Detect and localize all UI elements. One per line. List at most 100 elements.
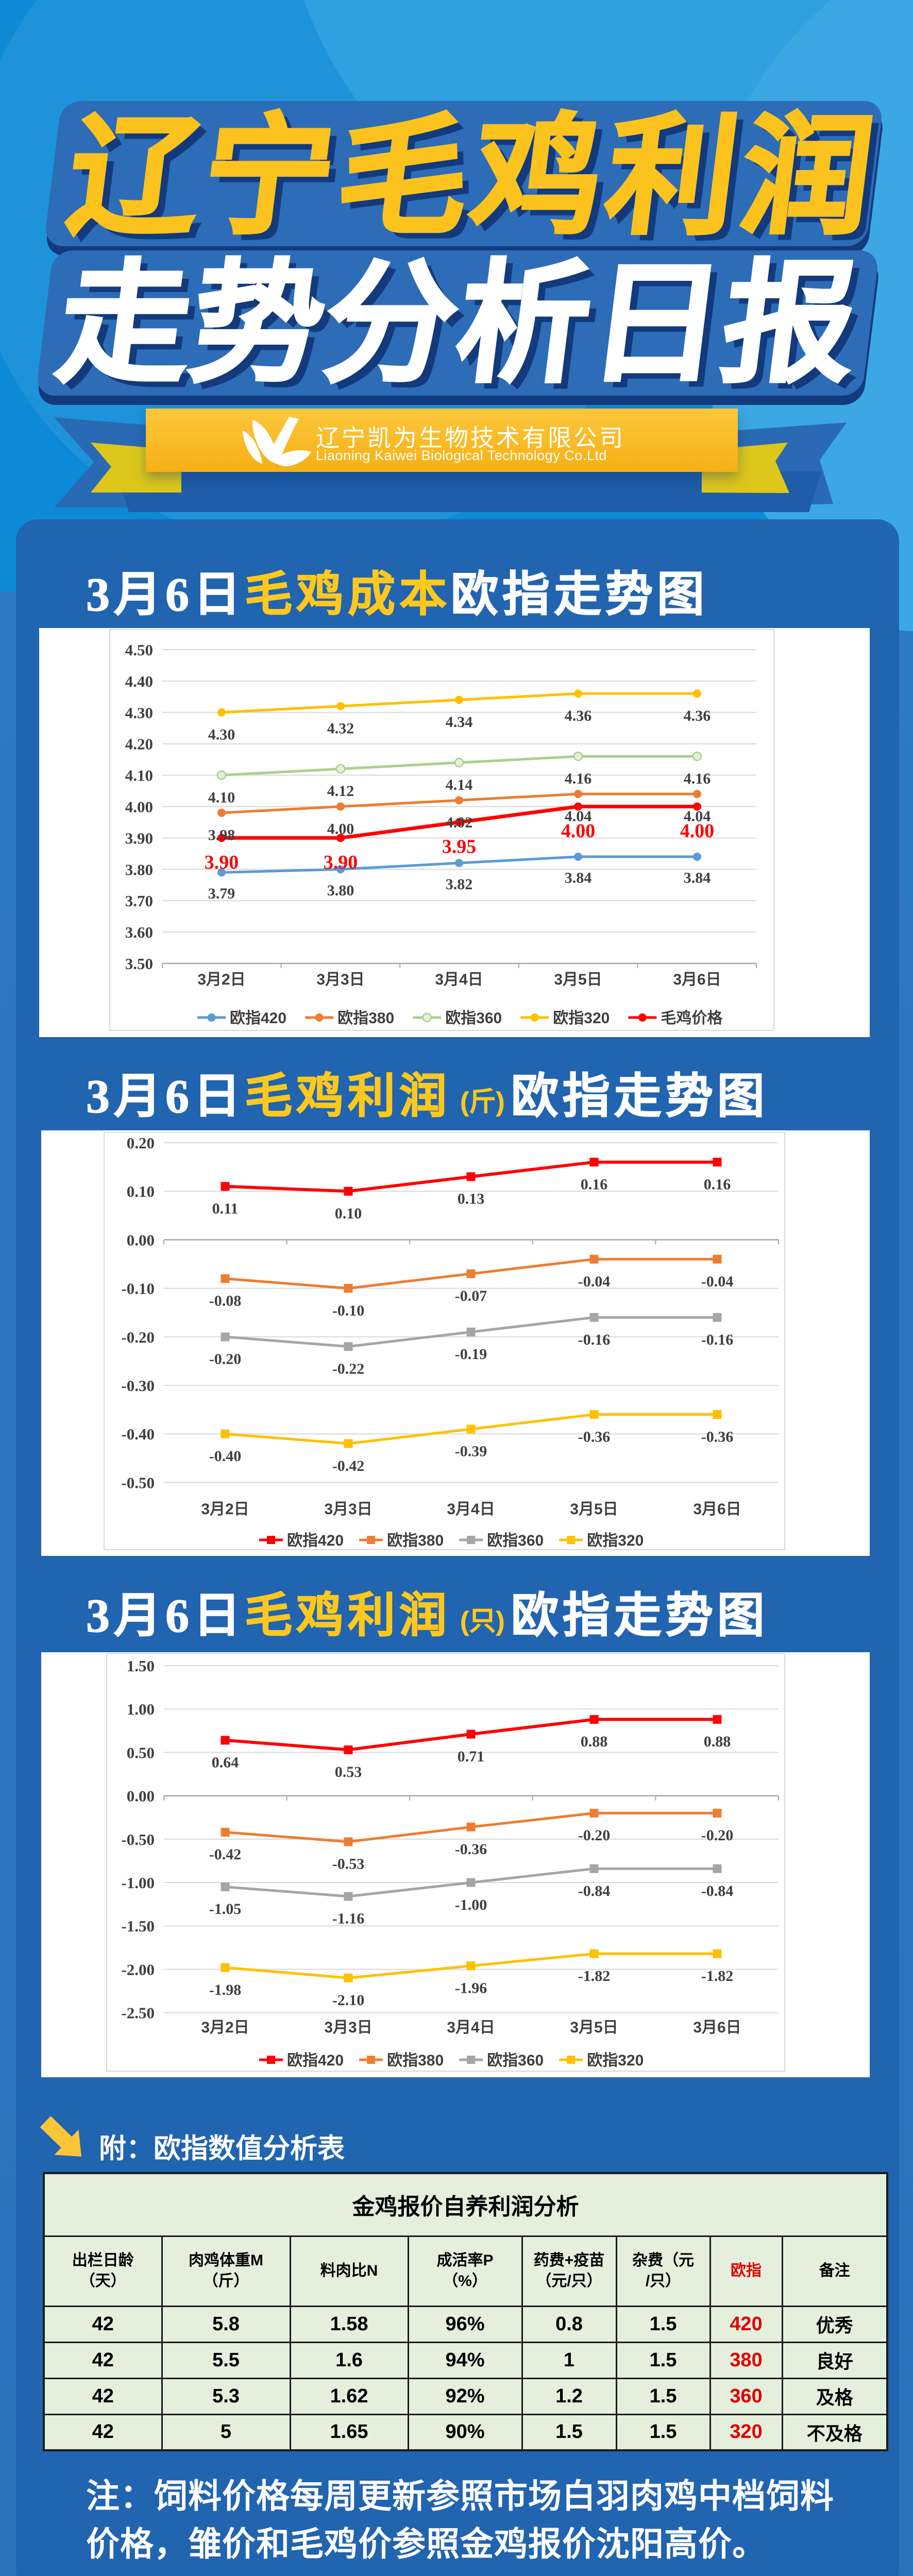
svg-text:4.02: 4.02 [446, 814, 473, 831]
svg-text:欧指320: 欧指320 [587, 1532, 644, 1549]
svg-text:欧指380: 欧指380 [337, 1010, 394, 1027]
svg-text:4.30: 4.30 [125, 704, 153, 722]
svg-text:-1.50: -1.50 [121, 1917, 155, 1935]
svg-text:-2.10: -2.10 [332, 1992, 365, 2009]
svg-text:-0.10: -0.10 [332, 1302, 365, 1319]
svg-text:毛鸡价格: 毛鸡价格 [661, 1010, 723, 1027]
svg-text:4.04: 4.04 [565, 808, 592, 825]
svg-text:-1.96: -1.96 [455, 1979, 487, 1996]
svg-text:3.84: 3.84 [684, 870, 711, 887]
svg-text:-1.05: -1.05 [209, 1901, 242, 1918]
svg-text:0.88: 0.88 [704, 1733, 731, 1750]
svg-text:-0.10: -0.10 [121, 1280, 155, 1298]
svg-text:4.30: 4.30 [208, 726, 235, 743]
svg-text:3.95: 3.95 [442, 836, 477, 858]
svg-text:3.80: 3.80 [125, 860, 153, 878]
svg-text:-2.50: -2.50 [121, 2004, 155, 2022]
svg-text:-1.82: -1.82 [578, 1968, 611, 1985]
svg-text:-0.36: -0.36 [578, 1428, 611, 1445]
svg-text:4.36: 4.36 [565, 707, 592, 724]
svg-text:0.10: 0.10 [335, 1205, 362, 1222]
svg-text:3.84: 3.84 [565, 870, 592, 887]
svg-text:0.20: 0.20 [127, 1134, 155, 1152]
svg-text:4.20: 4.20 [125, 735, 153, 753]
svg-text:3.90: 3.90 [205, 852, 239, 873]
svg-text:欧指420: 欧指420 [230, 1010, 286, 1027]
svg-text:0.16: 0.16 [704, 1176, 731, 1193]
svg-text:4.12: 4.12 [327, 783, 354, 800]
svg-text:3.70: 3.70 [125, 892, 153, 910]
svg-text:-0.84: -0.84 [701, 1883, 734, 1900]
svg-text:-0.20: -0.20 [209, 1351, 242, 1368]
svg-text:-0.84: -0.84 [578, 1883, 611, 1900]
svg-text:0.00: 0.00 [127, 1231, 155, 1249]
svg-text:3.50: 3.50 [125, 955, 153, 973]
svg-text:0.00: 0.00 [127, 1787, 155, 1805]
svg-text:-0.50: -0.50 [121, 1831, 155, 1849]
svg-text:3.82: 3.82 [446, 876, 473, 893]
svg-text:3月6日: 3月6日 [673, 971, 721, 988]
svg-text:0.53: 0.53 [335, 1764, 362, 1781]
svg-text:3月4日: 3月4日 [447, 2019, 495, 2036]
svg-text:3月6日: 3月6日 [693, 1501, 741, 1518]
svg-text:3月2日: 3月2日 [201, 1501, 249, 1518]
svg-text:3月2日: 3月2日 [201, 2019, 249, 2036]
svg-text:4.04: 4.04 [684, 808, 711, 825]
svg-text:3月5日: 3月5日 [554, 971, 602, 988]
svg-text:4.16: 4.16 [684, 770, 711, 787]
svg-text:0.13: 0.13 [458, 1191, 485, 1208]
svg-text:-0.20: -0.20 [701, 1827, 734, 1844]
svg-text:-0.08: -0.08 [209, 1293, 242, 1310]
svg-text:3月4日: 3月4日 [435, 971, 483, 988]
svg-text:1.00: 1.00 [127, 1700, 155, 1718]
svg-text:4.32: 4.32 [327, 720, 354, 737]
svg-text:-0.20: -0.20 [121, 1328, 155, 1346]
svg-text:4.10: 4.10 [125, 767, 153, 785]
svg-text:3月5日: 3月5日 [570, 1501, 618, 1518]
svg-text:0.16: 0.16 [581, 1176, 608, 1193]
svg-text:欧指360: 欧指360 [445, 1010, 502, 1027]
svg-text:-0.30: -0.30 [121, 1377, 155, 1395]
svg-text:3月3日: 3月3日 [324, 2019, 372, 2036]
svg-text:欧指360: 欧指360 [487, 2052, 544, 2069]
svg-text:-0.22: -0.22 [332, 1360, 365, 1377]
svg-text:-0.19: -0.19 [455, 1346, 487, 1363]
svg-text:-0.04: -0.04 [701, 1273, 734, 1290]
svg-text:-0.40: -0.40 [121, 1425, 155, 1443]
svg-text:欧指360: 欧指360 [487, 1532, 544, 1549]
svg-text:-1.00: -1.00 [455, 1896, 487, 1913]
svg-text:-0.39: -0.39 [455, 1443, 487, 1460]
svg-text:-0.36: -0.36 [455, 1841, 487, 1858]
svg-text:4.50: 4.50 [125, 641, 153, 659]
svg-text:欧指320: 欧指320 [553, 1010, 610, 1027]
svg-text:4.00: 4.00 [125, 798, 153, 816]
svg-text:0.50: 0.50 [127, 1743, 155, 1761]
svg-text:-0.04: -0.04 [578, 1273, 611, 1290]
svg-text:4.00: 4.00 [680, 820, 715, 842]
svg-text:3.98: 3.98 [208, 826, 235, 843]
svg-text:3.90: 3.90 [324, 852, 358, 873]
svg-text:1.50: 1.50 [127, 1657, 155, 1675]
svg-text:3月5日: 3月5日 [570, 2019, 618, 2036]
svg-text:3.90: 3.90 [125, 829, 153, 847]
svg-text:-0.07: -0.07 [455, 1287, 487, 1304]
svg-text:4.00: 4.00 [561, 820, 596, 842]
svg-text:3月3日: 3月3日 [324, 1501, 372, 1518]
svg-text:-0.40: -0.40 [209, 1448, 242, 1465]
svg-text:4.16: 4.16 [565, 770, 592, 787]
svg-text:3月6日: 3月6日 [693, 2019, 741, 2036]
svg-text:0.10: 0.10 [127, 1182, 155, 1200]
svg-text:-1.16: -1.16 [332, 1910, 365, 1927]
svg-text:-1.00: -1.00 [121, 1874, 155, 1892]
svg-text:-0.42: -0.42 [332, 1458, 365, 1475]
svg-text:4.10: 4.10 [208, 789, 235, 806]
svg-text:欧指380: 欧指380 [387, 2052, 444, 2069]
svg-text:欧指380: 欧指380 [387, 1532, 444, 1549]
svg-text:0.64: 0.64 [212, 1754, 239, 1771]
svg-text:-2.00: -2.00 [121, 1960, 155, 1978]
svg-text:3.79: 3.79 [208, 885, 235, 902]
svg-text:0.11: 0.11 [212, 1200, 239, 1217]
svg-text:3.80: 3.80 [327, 882, 354, 899]
svg-text:4.40: 4.40 [125, 672, 153, 690]
svg-text:-0.50: -0.50 [121, 1473, 155, 1492]
